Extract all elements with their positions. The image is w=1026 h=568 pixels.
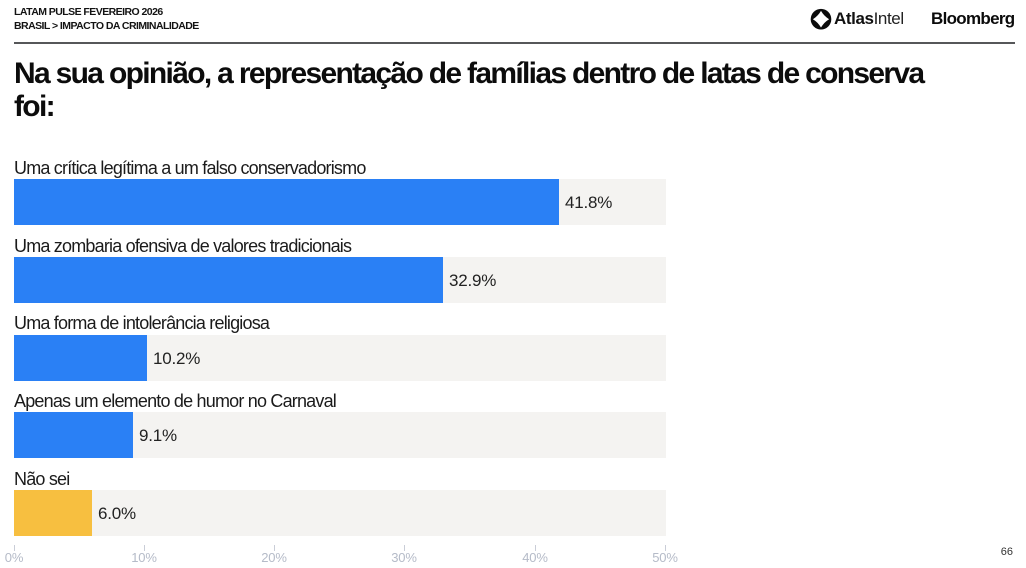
svg-text:AtlasIntel: AtlasIntel — [834, 9, 904, 28]
svg-text:Bloomberg: Bloomberg — [931, 9, 1015, 28]
